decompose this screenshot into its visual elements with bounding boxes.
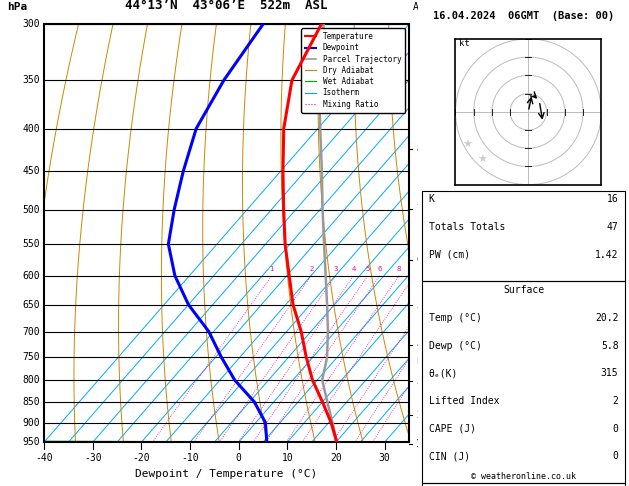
Text: 400: 400: [23, 123, 40, 134]
Text: 20: 20: [330, 453, 342, 463]
Text: 16: 16: [607, 194, 618, 205]
Text: ★: ★: [463, 140, 473, 150]
Text: CAPE (J): CAPE (J): [429, 424, 476, 434]
Text: © weatheronline.co.uk: © weatheronline.co.uk: [471, 472, 576, 481]
Text: 2: 2: [416, 410, 422, 419]
Text: 1.42: 1.42: [595, 250, 618, 260]
Text: 950: 950: [23, 437, 40, 447]
Text: 600: 600: [23, 271, 40, 280]
Text: 5: 5: [416, 300, 422, 310]
Text: Totals Totals: Totals Totals: [429, 222, 505, 232]
Text: ★: ★: [477, 155, 487, 165]
Text: 4: 4: [416, 340, 422, 350]
Text: 3: 3: [333, 266, 338, 272]
Text: 650: 650: [23, 300, 40, 310]
Text: 44°13’N  43°06’E  522m  ASL: 44°13’N 43°06’E 522m ASL: [125, 0, 328, 12]
Text: θₑ(K): θₑ(K): [429, 368, 458, 379]
Text: 500: 500: [23, 205, 40, 214]
Text: 2: 2: [309, 266, 313, 272]
Text: LCL: LCL: [416, 357, 431, 366]
Text: 1: 1: [416, 439, 422, 449]
Bar: [423, 483, 625, 486]
Text: km
ASL: km ASL: [413, 0, 430, 12]
Text: 47: 47: [607, 222, 618, 232]
Text: 750: 750: [23, 351, 40, 362]
Text: CIN (J): CIN (J): [429, 451, 470, 462]
Text: 700: 700: [23, 327, 40, 336]
Text: 20.2: 20.2: [595, 313, 618, 323]
Text: 350: 350: [23, 75, 40, 85]
Text: Lifted Index: Lifted Index: [429, 396, 499, 406]
Text: Mixing Ratio (g/kg): Mixing Ratio (g/kg): [456, 186, 465, 281]
Text: Dewp (°C): Dewp (°C): [429, 341, 482, 351]
Text: -10: -10: [181, 453, 199, 463]
Text: 10: 10: [281, 453, 293, 463]
Text: 5: 5: [365, 266, 370, 272]
Text: 800: 800: [23, 375, 40, 385]
Text: 2: 2: [613, 396, 618, 406]
Text: -30: -30: [84, 453, 101, 463]
Text: 10: 10: [410, 266, 419, 272]
Text: 0: 0: [613, 451, 618, 462]
Text: 8: 8: [397, 266, 401, 272]
Text: 6: 6: [416, 255, 422, 265]
Text: 6: 6: [377, 266, 382, 272]
Text: Temp (°C): Temp (°C): [429, 313, 482, 323]
Text: 1: 1: [270, 266, 274, 272]
Text: -20: -20: [133, 453, 150, 463]
Text: 4: 4: [352, 266, 356, 272]
Bar: [423, 281, 625, 483]
Text: 550: 550: [23, 239, 40, 249]
Text: K: K: [429, 194, 435, 205]
Text: 8: 8: [416, 144, 422, 154]
Text: 16.04.2024  06GMT  (Base: 00): 16.04.2024 06GMT (Base: 00): [433, 11, 615, 21]
Text: -40: -40: [35, 453, 53, 463]
Text: 5.8: 5.8: [601, 341, 618, 351]
Text: kt: kt: [459, 39, 470, 48]
Legend: Temperature, Dewpoint, Parcel Trajectory, Dry Adiabat, Wet Adiabat, Isotherm, Mi: Temperature, Dewpoint, Parcel Trajectory…: [301, 28, 405, 112]
Text: 450: 450: [23, 166, 40, 176]
Text: 300: 300: [23, 19, 40, 29]
Text: 7: 7: [416, 204, 422, 214]
Text: 30: 30: [379, 453, 391, 463]
Text: Surface: Surface: [503, 285, 544, 295]
Bar: [423, 191, 625, 281]
Text: 0: 0: [236, 453, 242, 463]
Text: 315: 315: [601, 368, 618, 379]
Text: Dewpoint / Temperature (°C): Dewpoint / Temperature (°C): [135, 469, 318, 479]
Text: 0: 0: [613, 424, 618, 434]
Text: 850: 850: [23, 397, 40, 407]
Text: 3: 3: [416, 376, 422, 386]
Text: hPa: hPa: [8, 2, 28, 12]
Text: PW (cm): PW (cm): [429, 250, 470, 260]
Text: 900: 900: [23, 417, 40, 428]
